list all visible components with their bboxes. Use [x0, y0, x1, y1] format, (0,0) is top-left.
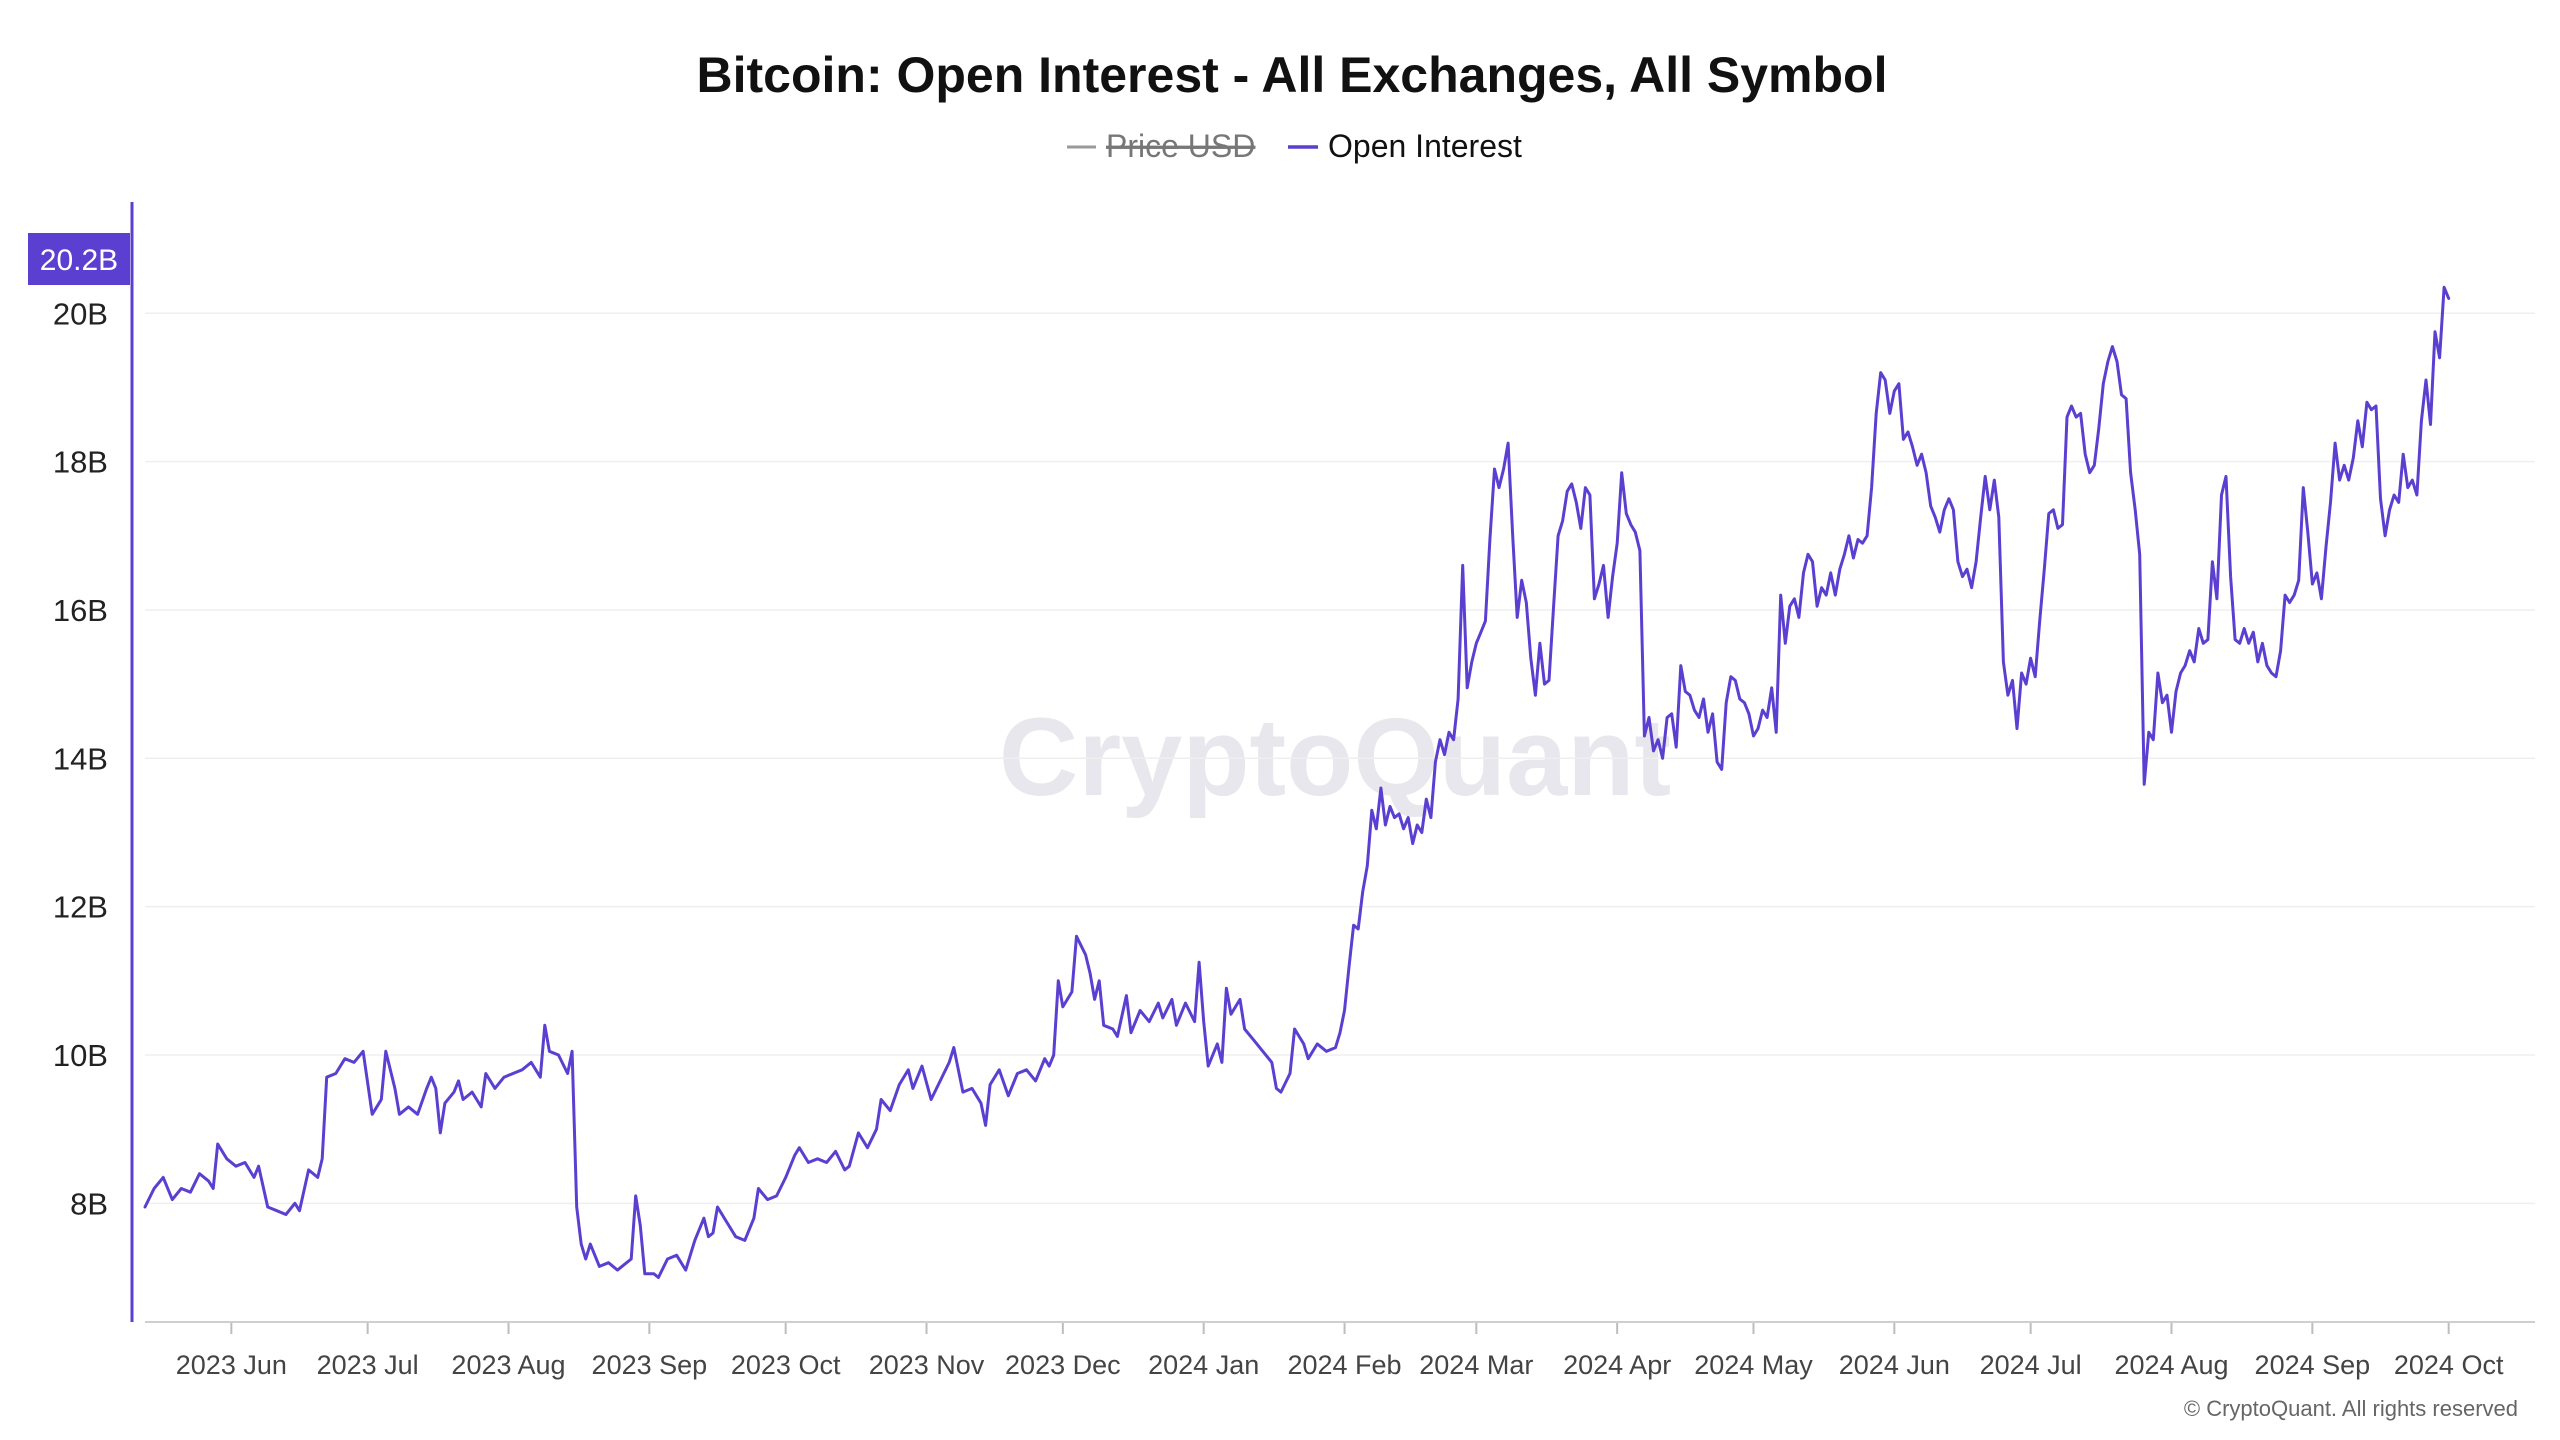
y-axis-ticks: 8B 10B 12B 14B 16B 18B 20B [53, 296, 108, 1221]
chart-title: Bitcoin: Open Interest - All Exchanges, … [697, 47, 1888, 103]
x-tick-label: 2023 Aug [451, 1350, 565, 1380]
x-tick-label: 2024 May [1694, 1350, 1813, 1380]
y-tick-label: 10B [53, 1038, 108, 1073]
y-tick-label: 20B [53, 296, 108, 331]
watermark-text: CryptoQuant [999, 696, 1671, 819]
x-tick-label: 2024 Jan [1148, 1350, 1259, 1380]
x-tick-label: 2024 Mar [1419, 1350, 1533, 1380]
legend: Price USD Open Interest [1067, 128, 1522, 164]
x-tick-label: 2023 Sep [592, 1350, 708, 1380]
x-tick-label: 2023 Oct [731, 1350, 841, 1380]
x-tick-label: 2023 Jul [317, 1350, 419, 1380]
legend-label-open-interest: Open Interest [1328, 128, 1522, 164]
y-tick-label: 12B [53, 890, 108, 925]
copyright-text: © CryptoQuant. All rights reserved [2184, 1396, 2518, 1421]
x-tick-label: 2024 Sep [2255, 1350, 2371, 1380]
open-interest-line[interactable] [143, 285, 2451, 1279]
x-tick-label: 2024 Aug [2114, 1350, 2228, 1380]
legend-item-price-usd[interactable]: Price USD [1067, 128, 1256, 164]
gridlines [145, 312, 2535, 1205]
last-value-badge-bg [28, 233, 130, 285]
y-tick-label: 8B [70, 1186, 108, 1221]
y-tick-label: 16B [53, 593, 108, 628]
x-tick-label: 2024 Oct [2394, 1350, 2504, 1380]
x-tick-label: 2024 Apr [1563, 1350, 1671, 1380]
legend-item-open-interest[interactable]: Open Interest [1288, 128, 1522, 164]
x-tick-label: 2024 Feb [1287, 1350, 1401, 1380]
y-tick-label: 18B [53, 445, 108, 480]
x-tick-label: 2024 Jul [1980, 1350, 2082, 1380]
x-tick-label: 2024 Jun [1839, 1350, 1950, 1380]
x-tick-label: 2023 Jun [176, 1350, 287, 1380]
x-tick-label: 2023 Nov [869, 1350, 985, 1380]
y-tick-label: 14B [53, 741, 108, 776]
last-value-badge: 20.2B [28, 233, 130, 285]
x-tick-label: 2023 Dec [1005, 1350, 1121, 1380]
last-value-badge-text: 20.2B [40, 244, 118, 277]
x-axis-ticks: 2023 Jun 2023 Jul 2023 Aug 2023 Sep 2023 Oct… [176, 1322, 2504, 1380]
